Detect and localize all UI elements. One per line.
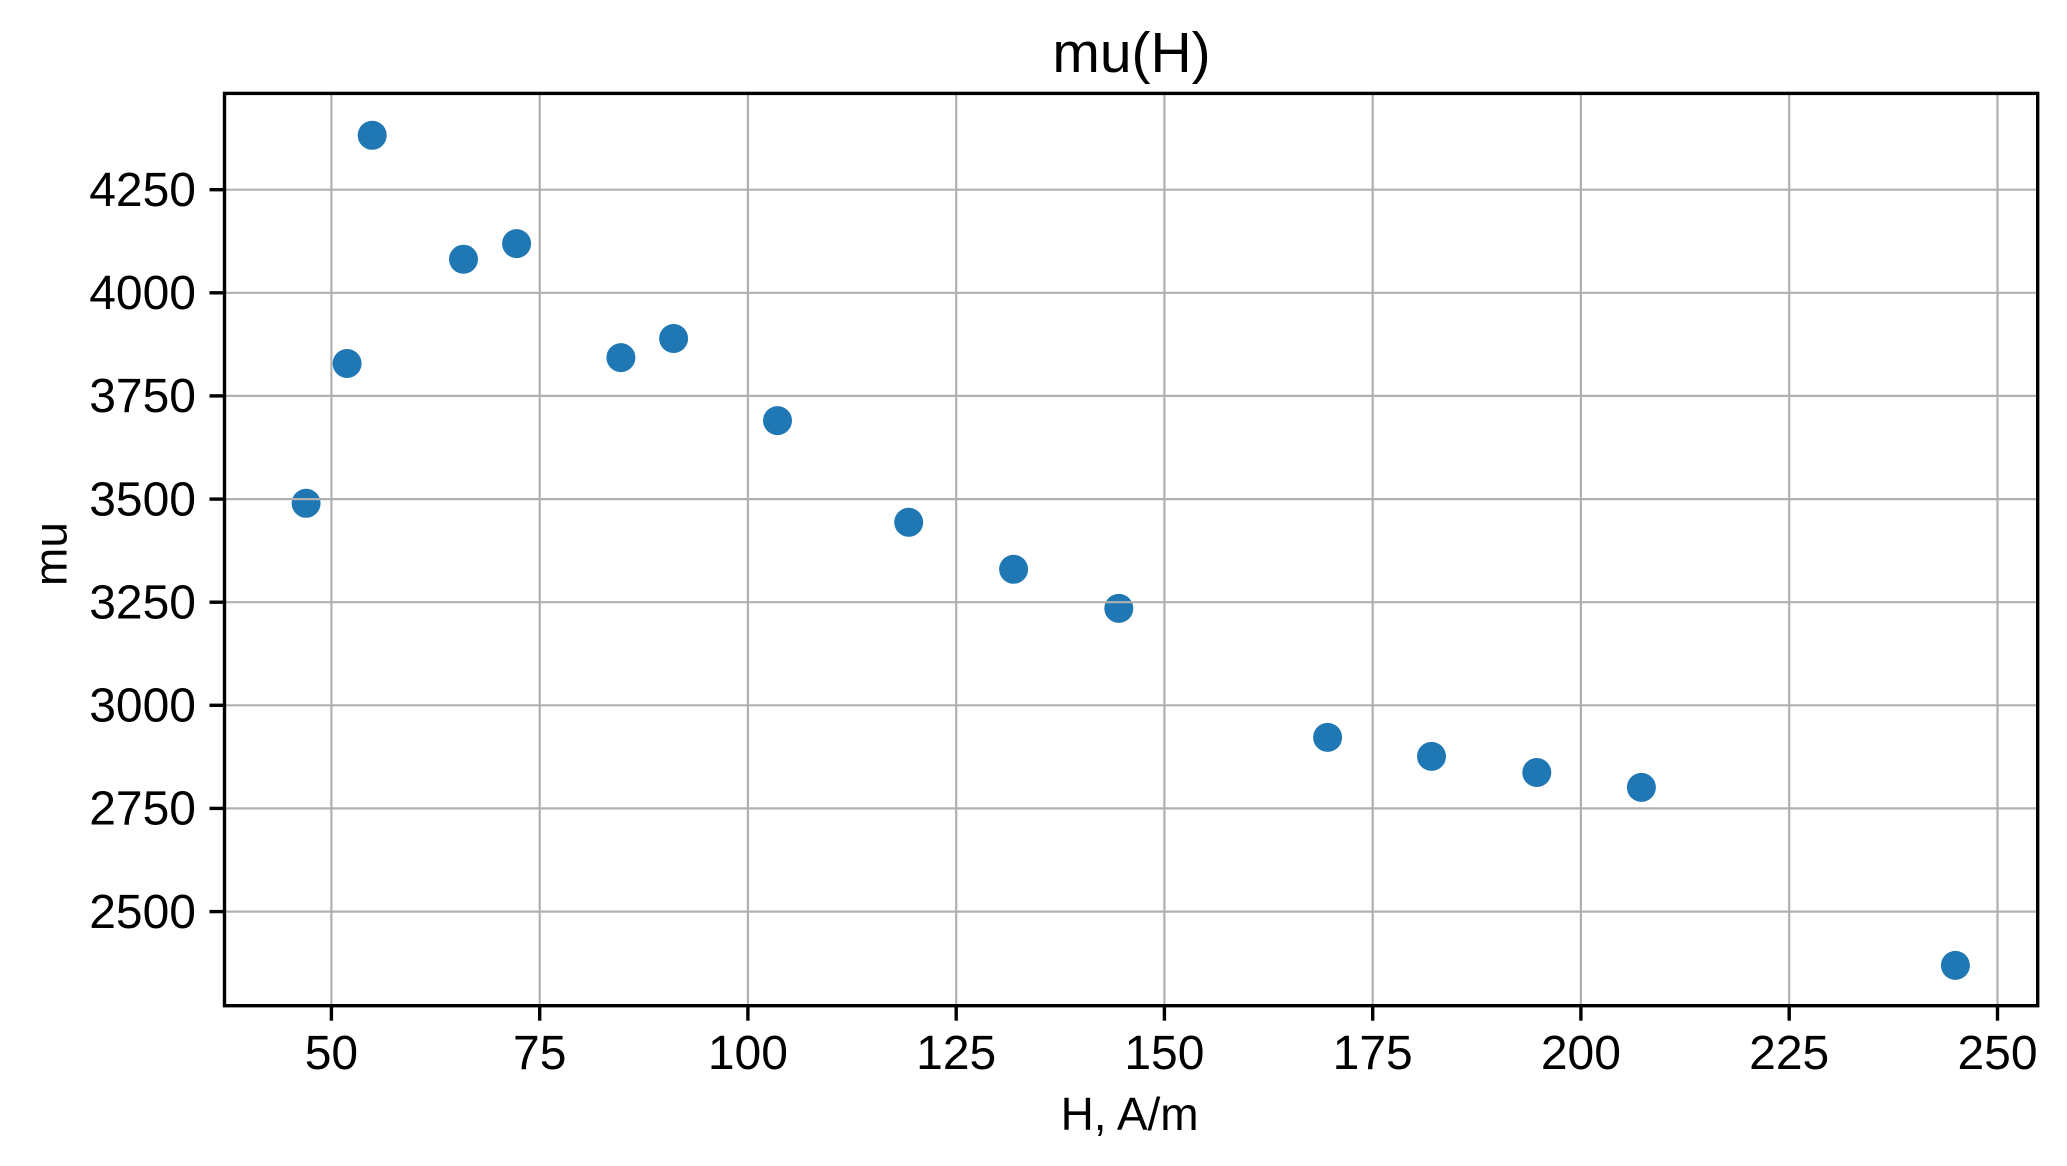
svg-text:200: 200	[1541, 1027, 1621, 1080]
svg-text:50: 50	[305, 1027, 358, 1080]
svg-text:175: 175	[1333, 1027, 1413, 1080]
svg-text:250: 250	[1957, 1027, 2037, 1080]
svg-text:4250: 4250	[89, 164, 196, 217]
svg-text:150: 150	[1124, 1027, 1204, 1080]
svg-text:mu: mu	[25, 522, 77, 586]
svg-text:75: 75	[513, 1027, 566, 1080]
svg-text:100: 100	[708, 1027, 788, 1080]
svg-text:mu(H): mu(H)	[1052, 21, 1210, 85]
svg-text:H, A/m: H, A/m	[1061, 1088, 1199, 1140]
svg-text:125: 125	[916, 1027, 996, 1080]
svg-text:225: 225	[1749, 1027, 1829, 1080]
svg-text:3750: 3750	[89, 370, 196, 423]
svg-text:2750: 2750	[89, 783, 196, 836]
svg-text:3500: 3500	[89, 473, 196, 526]
svg-text:3000: 3000	[89, 680, 196, 733]
svg-text:4000: 4000	[89, 267, 196, 320]
svg-text:2500: 2500	[89, 886, 196, 939]
svg-text:3250: 3250	[89, 576, 196, 629]
